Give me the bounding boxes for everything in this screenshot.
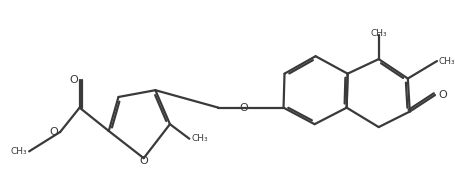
Text: CH₃: CH₃ [10,147,27,156]
Text: CH₃: CH₃ [191,134,208,143]
Text: O: O [438,90,447,100]
Text: CH₃: CH₃ [439,57,455,66]
Text: O: O [50,127,58,137]
Text: O: O [139,156,148,166]
Text: O: O [69,75,78,85]
Text: O: O [240,103,248,113]
Text: CH₃: CH₃ [370,29,387,38]
